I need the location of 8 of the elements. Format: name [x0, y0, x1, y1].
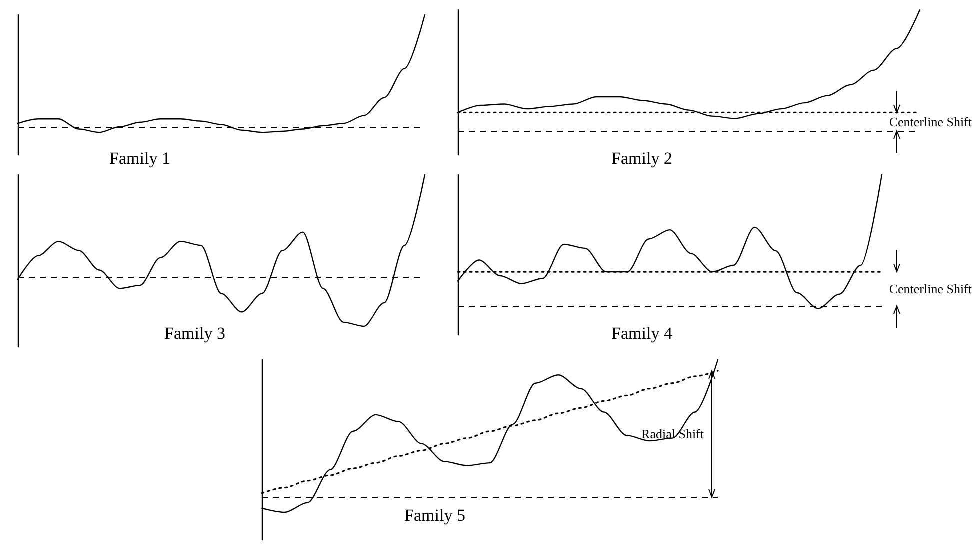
text: Family 3: [164, 324, 226, 343]
text: Centerline Shift: [889, 282, 972, 297]
text: Family 1: [110, 149, 170, 168]
text: Family 4: [612, 324, 673, 343]
annotation: Radial Shift: [642, 426, 704, 442]
text: Family 5: [404, 506, 466, 525]
annotation: Centerline Shift: [889, 114, 972, 130]
text: Family 2: [612, 149, 672, 168]
